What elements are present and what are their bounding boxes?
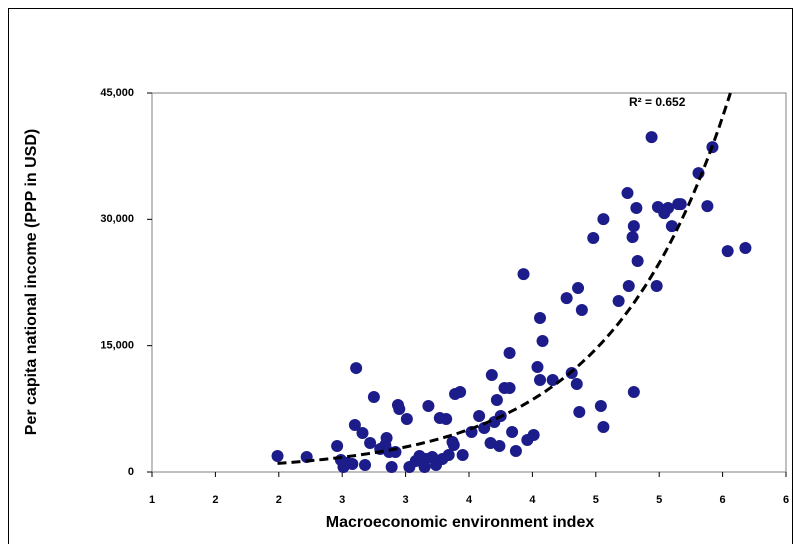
x-axis-title: Macroeconomic environment index [326,514,595,531]
x-tick-label: 2 [212,494,218,506]
x-tick-label: 4 [529,494,536,506]
y-tick-label: 30,000 [100,213,134,225]
y-tick-label: 0 [128,466,134,478]
data-point [456,448,469,461]
data-point [331,439,344,452]
data-point [531,361,544,374]
data-point [385,461,398,474]
x-tick-label: 5 [656,494,662,506]
x-tick-label: 5 [593,494,599,506]
data-point [622,280,635,293]
data-point [503,346,516,359]
data-point [631,255,644,268]
data-point [422,400,435,413]
data-point [560,292,573,305]
data-point [570,377,583,390]
trendline [277,92,732,465]
x-tick-label: 4 [466,494,473,506]
data-point [534,374,547,387]
chart-frame [8,8,793,544]
data-point [627,220,640,233]
data-point [348,419,361,432]
data-point [442,448,455,461]
data-point [546,374,559,387]
data-point [597,421,610,434]
data-point [621,187,634,200]
data-point [517,268,530,281]
data-point [701,200,714,213]
data-point [346,457,359,470]
data-point [587,232,600,245]
data-point [364,437,377,450]
data-point [594,400,607,413]
data-point [573,406,586,419]
data-point [650,280,663,293]
data-point [478,422,491,435]
data-point [400,413,413,426]
data-point [572,282,585,295]
data-point [440,413,453,426]
x-tick-label: 1 [149,494,155,506]
data-point [367,391,380,404]
data-point [359,459,372,472]
data-point [509,445,522,458]
plot-area [151,92,787,473]
y-axis-title: Per capita national income (PPP in USD) [23,129,40,435]
x-tick-label: 6 [720,494,726,506]
data-point [447,439,460,452]
data-point [597,213,610,226]
data-point [393,403,406,416]
data-point [626,231,639,244]
x-tick-label: 2 [276,494,282,506]
data-point [739,242,752,255]
data-point [665,220,678,233]
data-point [490,393,503,406]
x-tick-label: 6 [783,494,789,506]
data-point [356,427,369,440]
y-tick-label: 45,000 [100,87,134,99]
data-point [271,449,284,462]
data-point [454,385,467,398]
y-tick-label: 15,000 [100,340,134,352]
data-point [493,439,506,452]
data-point [534,312,547,325]
data-point [527,429,540,442]
data-point [350,362,363,375]
data-point [485,369,498,382]
data-point [575,304,588,317]
x-tick-label: 3 [403,494,409,506]
data-point [536,335,549,348]
data-point [473,409,486,422]
data-point [612,295,625,308]
data-point [627,385,640,398]
data-point [645,131,658,144]
data-point [674,198,687,211]
data-point [630,202,643,215]
r-squared-label: R² = 0.652 [629,95,686,109]
data-point [380,431,393,444]
x-tick-label: 3 [339,494,345,506]
data-point [506,425,519,438]
data-point [503,382,516,395]
data-point [721,245,734,258]
data-point [662,202,675,215]
